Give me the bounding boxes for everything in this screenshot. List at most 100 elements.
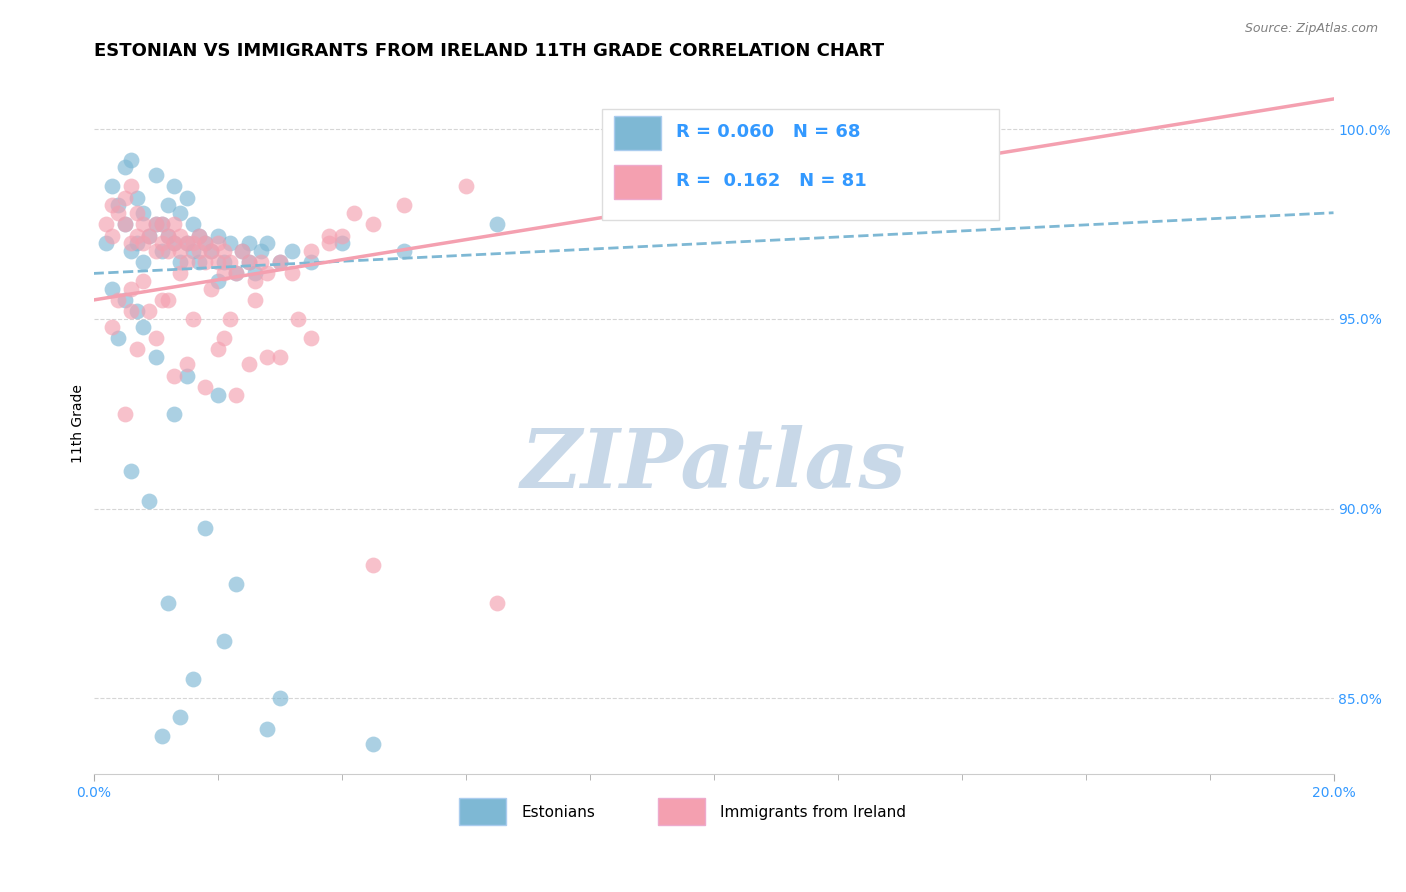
Point	[120, 244, 142, 258]
Point	[125, 190, 148, 204]
Point	[207, 228, 229, 243]
Point	[120, 304, 142, 318]
Point	[101, 179, 124, 194]
Point	[225, 267, 247, 281]
Point	[194, 380, 217, 394]
Point	[225, 388, 247, 402]
Point	[150, 729, 173, 743]
Point	[169, 255, 191, 269]
Point	[132, 255, 155, 269]
Point	[101, 198, 124, 212]
Point	[120, 179, 142, 194]
Point	[150, 217, 173, 231]
Point	[176, 190, 198, 204]
Point	[181, 244, 204, 258]
Point	[200, 244, 222, 258]
Point	[207, 388, 229, 402]
Point	[107, 293, 129, 307]
Point	[120, 153, 142, 167]
Point	[392, 198, 415, 212]
Point	[120, 282, 142, 296]
Point	[269, 255, 291, 269]
Point	[138, 494, 160, 508]
Point	[156, 293, 179, 307]
Point	[330, 228, 353, 243]
Point	[163, 236, 186, 251]
Point	[318, 236, 340, 251]
Point	[176, 255, 198, 269]
Point	[194, 520, 217, 534]
Point	[145, 217, 167, 231]
FancyBboxPatch shape	[658, 797, 704, 824]
Point	[318, 228, 340, 243]
Point	[176, 236, 198, 251]
Point	[107, 198, 129, 212]
Point	[120, 464, 142, 478]
Point	[114, 217, 136, 231]
Point	[269, 691, 291, 706]
Point	[138, 304, 160, 318]
Point	[188, 244, 211, 258]
Point	[101, 282, 124, 296]
Point	[138, 228, 160, 243]
Point	[163, 236, 186, 251]
Point	[150, 244, 173, 258]
Point	[181, 312, 204, 326]
Point	[256, 722, 278, 736]
Point	[256, 350, 278, 364]
Point	[125, 304, 148, 318]
Point	[156, 198, 179, 212]
Point	[238, 236, 260, 251]
Point	[200, 282, 222, 296]
Point	[194, 236, 217, 251]
Point	[181, 236, 204, 251]
Point	[150, 293, 173, 307]
Point	[243, 293, 266, 307]
Point	[169, 206, 191, 220]
Point	[176, 368, 198, 383]
Point	[212, 244, 235, 258]
Point	[256, 236, 278, 251]
Point	[132, 217, 155, 231]
Point	[114, 407, 136, 421]
Point	[212, 255, 235, 269]
Point	[163, 407, 186, 421]
Point	[145, 217, 167, 231]
Point	[343, 206, 366, 220]
Point	[219, 255, 242, 269]
Point	[181, 217, 204, 231]
Point	[188, 255, 211, 269]
Point	[101, 319, 124, 334]
Text: Source: ZipAtlas.com: Source: ZipAtlas.com	[1244, 22, 1378, 36]
Point	[114, 217, 136, 231]
Point	[392, 244, 415, 258]
Text: R =  0.162   N = 81: R = 0.162 N = 81	[676, 172, 868, 190]
Point	[299, 244, 322, 258]
Text: ESTONIAN VS IMMIGRANTS FROM IRELAND 11TH GRADE CORRELATION CHART: ESTONIAN VS IMMIGRANTS FROM IRELAND 11TH…	[94, 42, 884, 60]
Point	[150, 236, 173, 251]
Point	[212, 331, 235, 345]
Point	[138, 228, 160, 243]
Point	[169, 267, 191, 281]
Point	[287, 312, 309, 326]
Point	[485, 596, 508, 610]
FancyBboxPatch shape	[614, 165, 661, 199]
Point	[176, 358, 198, 372]
Point	[107, 206, 129, 220]
Point	[231, 244, 253, 258]
Point	[361, 558, 384, 573]
Point	[132, 206, 155, 220]
Point	[150, 217, 173, 231]
Point	[156, 228, 179, 243]
Point	[107, 331, 129, 345]
Point	[231, 244, 253, 258]
Point	[94, 217, 117, 231]
Point	[132, 319, 155, 334]
Text: Estonians: Estonians	[522, 805, 595, 820]
Point	[200, 244, 222, 258]
Point	[169, 244, 191, 258]
Point	[212, 267, 235, 281]
Point	[454, 179, 477, 194]
Point	[163, 368, 186, 383]
Point	[207, 274, 229, 288]
